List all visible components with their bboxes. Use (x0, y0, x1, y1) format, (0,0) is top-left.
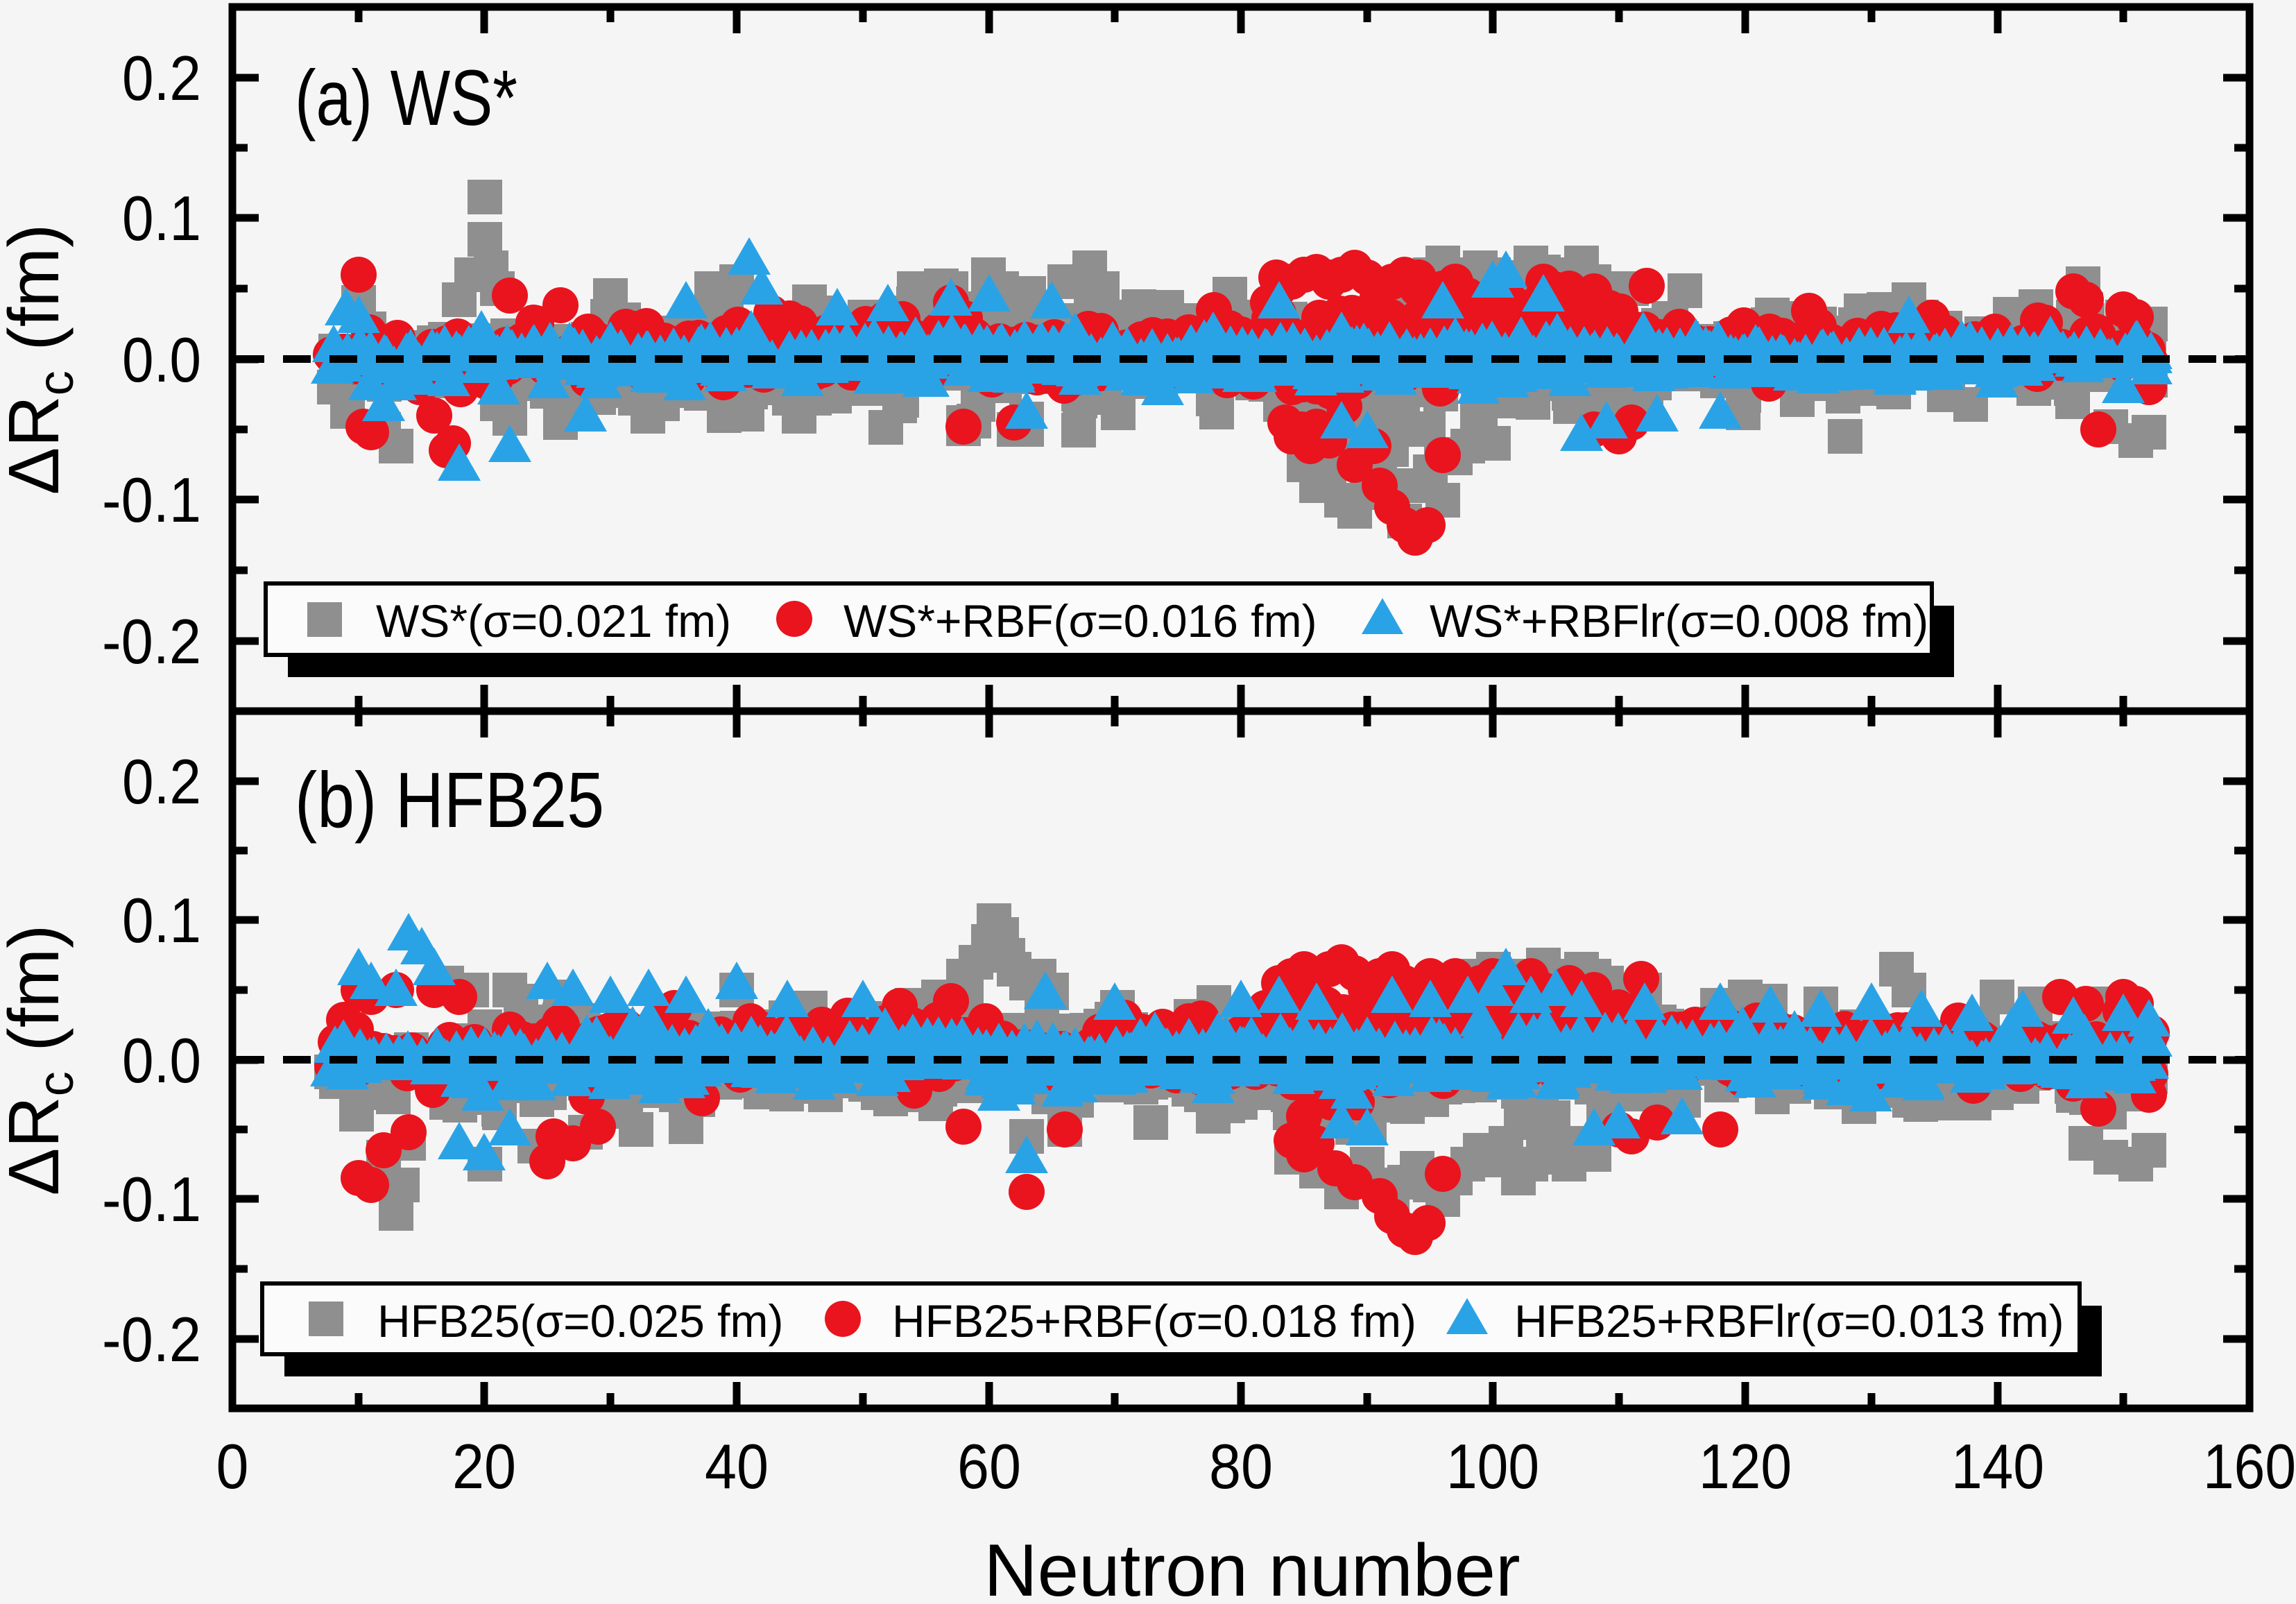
svg-text:-0.1: -0.1 (102, 466, 201, 536)
svg-text:80: 80 (1209, 1432, 1273, 1502)
svg-text:ΔRc (fm): ΔRc (fm) (0, 224, 84, 495)
svg-text:60: 60 (957, 1432, 1021, 1502)
svg-text:0.1: 0.1 (122, 184, 201, 254)
svg-text:WS*(σ=0.021 fm): WS*(σ=0.021 fm) (376, 595, 731, 647)
svg-text:160: 160 (2203, 1432, 2296, 1502)
svg-text:140: 140 (1951, 1432, 2044, 1502)
svg-text:(a) WS*: (a) WS* (295, 54, 517, 142)
svg-text:100: 100 (1446, 1432, 1539, 1502)
svg-text:Neutron number: Neutron number (984, 1528, 1520, 1601)
svg-text:0.0: 0.0 (122, 325, 201, 395)
svg-text:-0.2: -0.2 (102, 1305, 201, 1375)
svg-text:40: 40 (705, 1432, 769, 1502)
svg-text:WS*+RBF(σ=0.016 fm): WS*+RBF(σ=0.016 fm) (843, 595, 1317, 647)
svg-text:20: 20 (452, 1432, 516, 1502)
svg-text:-0.1: -0.1 (102, 1165, 201, 1235)
svg-text:HFB25+RBF(σ=0.018 fm): HFB25+RBF(σ=0.018 fm) (892, 1295, 1416, 1347)
svg-text:0.2: 0.2 (122, 747, 201, 817)
svg-text:0.1: 0.1 (122, 886, 201, 956)
svg-text:(b) HFB25: (b) HFB25 (295, 756, 604, 844)
svg-text:WS*+RBFlr(σ=0.008 fm): WS*+RBFlr(σ=0.008 fm) (1430, 595, 1928, 647)
svg-text:120: 120 (1699, 1432, 1792, 1502)
svg-text:-0.2: -0.2 (102, 607, 201, 677)
svg-text:0: 0 (216, 1432, 249, 1502)
svg-text:0.2: 0.2 (122, 44, 201, 114)
svg-text:HFB25+RBFlr(σ=0.013 fm): HFB25+RBFlr(σ=0.013 fm) (1514, 1295, 2064, 1347)
svg-text:ΔRc (fm): ΔRc (fm) (0, 925, 84, 1196)
svg-text:HFB25(σ=0.025 fm): HFB25(σ=0.025 fm) (377, 1295, 783, 1347)
svg-text:0.0: 0.0 (122, 1026, 201, 1096)
